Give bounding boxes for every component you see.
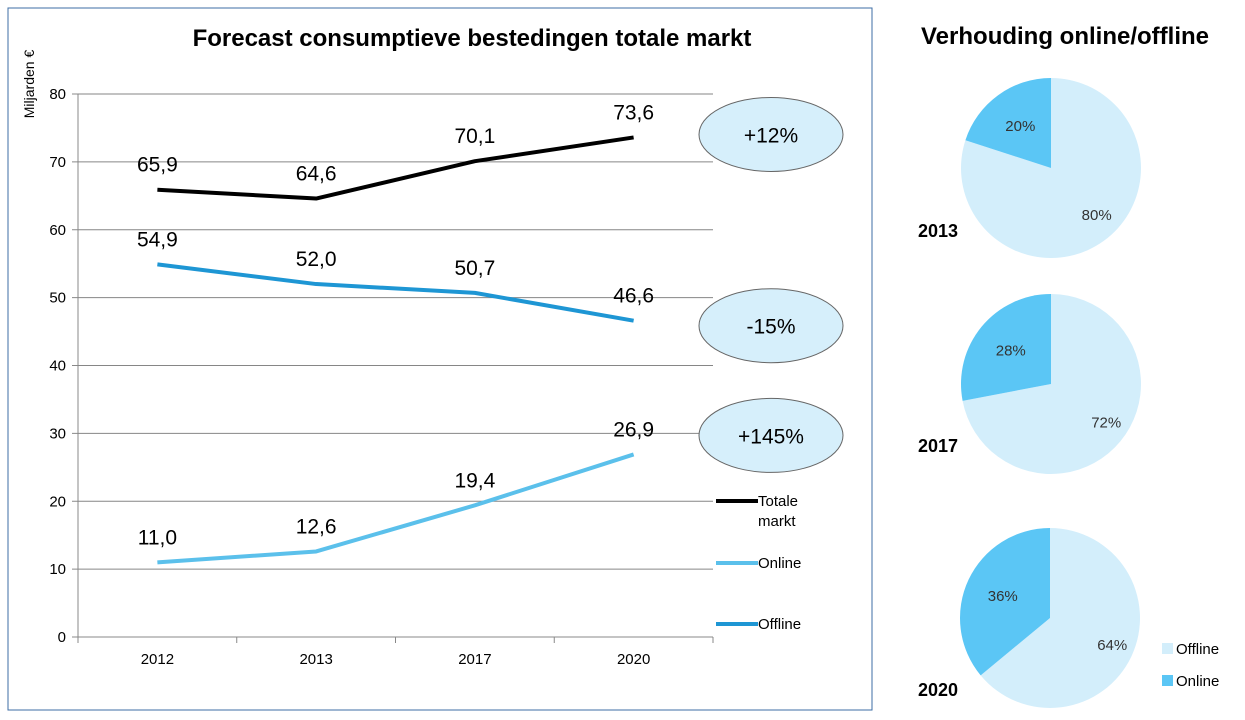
online-series-line [157,452,635,565]
pie-legend-label-offline: Offline [1176,641,1219,658]
gridlines [72,93,713,638]
change-badge-label: +12% [744,124,798,147]
legend-label-total: Totale [758,493,798,510]
pie-slice-online [961,294,1051,401]
change-badge [698,397,844,473]
data-label: 50,7 [454,257,495,280]
pie-panel-title: Verhouding online/offline [921,23,1209,50]
total-series-line [157,135,634,201]
pie-label-offline: 64% [1097,637,1127,654]
data-label: 54,9 [137,228,178,251]
y-tick-label: 30 [49,425,66,442]
data-label: 26,9 [613,418,654,441]
offline-series-line [157,262,634,323]
pie-slice-online [959,528,1050,676]
pie-charts: 80% 20% 2013 72% 28% 2017 64% 36% 2020 [918,78,1141,709]
data-label: 11,0 [138,526,177,549]
y-tick-label: 0 [58,629,66,646]
data-label: 70,1 [454,125,495,148]
legend-label-online: Online [758,555,801,572]
change-badge-label: +145% [738,425,804,448]
change-badge [698,96,844,172]
pie-label-online: 20% [1005,118,1035,135]
series-lines [157,135,635,565]
y-tick-label: 10 [49,561,66,578]
change-badges: +12% +145% -15% [698,96,844,473]
legend-label-total: markt [758,513,796,530]
data-label: 12,6 [296,515,337,538]
pie-slice-offline [980,528,1140,709]
x-tick-label: 2013 [299,651,332,668]
data-label: 64,6 [296,163,337,186]
pie-label-online: 28% [996,343,1026,360]
pie-legend-swatch-online [1162,675,1173,686]
data-label: 46,6 [613,285,654,308]
y-axis-ticks: 0 10 20 30 40 50 60 70 80 [49,86,66,646]
data-label: 73,6 [613,101,654,124]
pie-label-offline: 72% [1091,414,1121,431]
legend-label-offline: Offline [758,616,801,633]
pie-slice-offline [962,294,1141,474]
x-axis-ticks: 2012 2013 2017 2020 [77,637,714,668]
y-axis-label: Miljarden € [21,50,37,119]
change-badge-label: -15% [746,316,795,339]
y-tick-label: 80 [49,86,66,103]
pie-year-label: 2020 [918,680,958,700]
y-tick-label: 60 [49,222,66,239]
y-tick-label: 50 [49,290,66,307]
x-tick-label: 2012 [141,651,174,668]
data-label: 65,9 [137,154,178,177]
pie-legend-label-online: Online [1176,673,1219,690]
pie-label-offline: 80% [1082,207,1112,224]
y-tick-label: 70 [49,154,66,171]
change-badge [698,288,844,364]
data-label: 19,4 [454,469,495,492]
pie-slice-online [965,78,1051,168]
pie-label-online: 36% [988,588,1018,605]
line-chart-title: Forecast consumptieve bestedingen totale… [193,25,752,52]
pie-legend: Offline Online [1162,641,1219,690]
y-tick-label: 40 [49,358,66,375]
x-tick-label: 2017 [458,651,491,668]
pie-year-label: 2013 [918,221,958,241]
pie-legend-swatch-offline [1162,643,1173,654]
x-tick-label: 2020 [617,651,650,668]
data-labels: 65,9 64,6 70,1 73,6 11,0 12,6 19,4 26,9 54,9 52,0… [137,101,654,549]
y-tick-label: 20 [49,493,66,510]
pie-year-label: 2017 [918,436,958,456]
line-legend: Totale markt Online Offline [716,493,801,633]
data-label: 52,0 [296,248,337,271]
